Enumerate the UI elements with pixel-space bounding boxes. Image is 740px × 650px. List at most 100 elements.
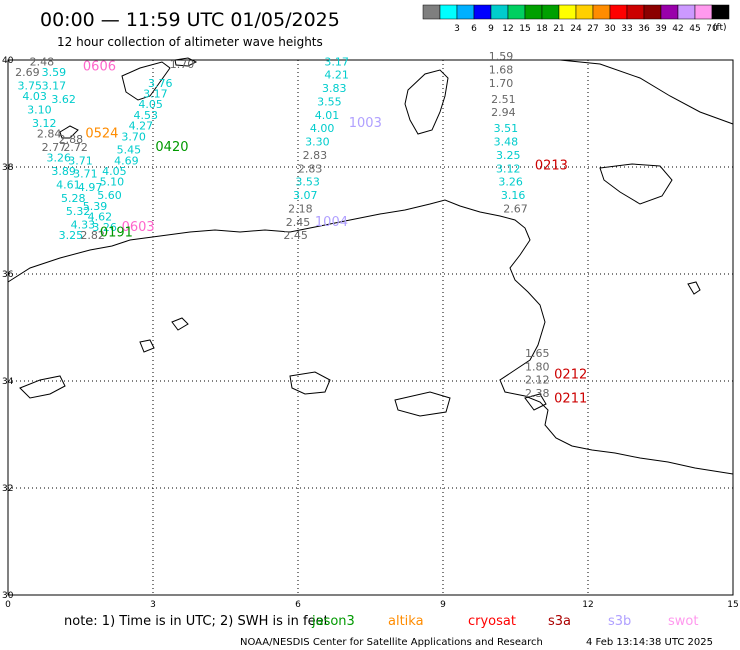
legend-tick-label: 27: [587, 24, 598, 34]
swh-value-label: 3.17: [42, 79, 67, 92]
swh-readings: 2.482.69 3.593.75 3.174.03 3.623.103.122.84…: [15, 50, 549, 400]
pass-id-label: 0212: [554, 367, 587, 382]
longitude-tick-label: 3: [150, 600, 156, 610]
legend-swatch: [490, 4, 509, 20]
swh-value-label: 2.38: [525, 387, 550, 400]
legend-tick-label: 3: [454, 24, 460, 34]
legend-swatch: [422, 4, 441, 20]
swh-value-label: 3.71: [73, 168, 98, 181]
longitude-tick-label: 6: [295, 600, 301, 610]
latitude-ticks: 40 38 36 34 32 30: [2, 56, 14, 601]
pass-id-label: 0606: [83, 60, 116, 75]
swh-value-label: 3.70: [121, 130, 146, 143]
swh-value-label: 1.70: [170, 58, 195, 71]
swh-value-label: 4.01: [315, 109, 340, 122]
coast-aegean-islands: [19, 375, 66, 399]
footer-credit: NOAA/NESDIS Center for Satellite Applica…: [240, 637, 543, 648]
swh-value-label: 2.72: [63, 141, 88, 154]
swh-value-label: 5.10: [100, 176, 125, 189]
swh-value-label: 2.82: [80, 229, 105, 242]
swh-value-label: 2.84: [37, 128, 62, 141]
legend-tick-label: 15: [519, 24, 530, 34]
legend-swatch: [609, 4, 628, 20]
swh-value-label: 4.00: [310, 122, 335, 135]
legend-swatch: [507, 4, 526, 20]
legend-tick-label: 70: [706, 24, 718, 34]
legend-tick-label: 42: [672, 24, 683, 34]
latitude-tick-label: 34: [2, 377, 14, 387]
legend-swatch: [473, 4, 492, 20]
swh-value-label: 3.30: [305, 136, 330, 149]
swh-value-label: 5.28: [61, 192, 86, 205]
swh-value-label: 4.05: [138, 98, 163, 111]
satellite-name: s3b: [608, 614, 631, 629]
satellite-name: jason3: [311, 614, 355, 629]
swh-color-legend: 3 6 9 12 15 18 21 24 27 30 33 36 39 42 45 70: [422, 4, 730, 34]
swh-value-label: 4.53: [134, 109, 159, 122]
latitude-tick-label: 38: [2, 163, 14, 173]
legend-swatch: [575, 4, 594, 20]
legend-swatch: [694, 4, 713, 20]
swh-value-label: 4.61: [56, 178, 81, 191]
legend-swatch: [711, 4, 730, 20]
pass-id-label: 0524: [85, 127, 118, 142]
swh-value-label: 5.60: [97, 189, 122, 202]
legend-tick-label: 39: [655, 24, 667, 34]
swh-value-label: 3.71: [68, 154, 93, 167]
pass-id-label: 0603: [122, 220, 155, 235]
legend-swatch: [558, 4, 577, 20]
swh-value-label: 1.70: [489, 77, 514, 90]
coast-malta: [687, 281, 701, 295]
swh-value-label: 4.69: [114, 154, 139, 167]
swh-value-label: 2.51: [491, 93, 516, 106]
swh-value-label: 4.97: [78, 181, 103, 194]
legend-tick-label: 33: [621, 24, 632, 34]
swh-value-label: 2.83: [303, 149, 328, 162]
swh-value-label: 4.62: [88, 211, 113, 224]
satellite-name: altika: [388, 614, 424, 629]
longitude-tick-label: 15: [727, 600, 738, 610]
swh-value-label: 4.03: [22, 90, 47, 103]
swh-value-label: 3.12: [32, 117, 57, 130]
legend-tick-label: 36: [638, 24, 650, 34]
swh-value-label: 5.45: [117, 144, 142, 157]
coast-sicily: [599, 163, 673, 205]
swh-value-label: 3.26: [498, 176, 523, 189]
swh-value-label: 3.89: [51, 165, 76, 178]
lat-lon-grid: [8, 60, 733, 595]
pass-id-label: 0211: [554, 391, 587, 406]
swh-value-label: 2.67: [503, 202, 528, 215]
swh-value-label: 3.83: [322, 82, 347, 95]
swh-value-label: 4.21: [324, 69, 349, 82]
legend-tick-label: 30: [604, 24, 616, 34]
swh-value-label: 3.07: [293, 189, 318, 202]
swh-value-label: 2.69: [15, 66, 40, 79]
swh-value-label: 3.26: [47, 152, 72, 165]
swh-value-label: 1.59: [489, 50, 514, 63]
swh-value-label: 1.68: [489, 63, 514, 76]
satellite-name: s3a: [548, 614, 571, 629]
swh-value-label: 3.48: [494, 136, 519, 149]
latitude-tick-label: 36: [2, 270, 14, 280]
coast-italy-peninsula: [559, 59, 734, 125]
swh-value-label: 3.75: [18, 79, 43, 92]
swh-value-label: 2.83: [298, 162, 323, 175]
swh-value-label: 5.32: [66, 205, 91, 218]
swh-value-label: 3.17: [324, 55, 349, 68]
coast-small-island-1: [171, 317, 189, 331]
longitude-tick-label: 0: [5, 600, 11, 610]
swh-value-label: 2.77: [42, 141, 67, 154]
coast-sardinia: [404, 69, 449, 135]
latitude-tick-label: 40: [2, 56, 14, 66]
legend-swatch: [524, 4, 543, 20]
legend-tick-label: 12: [502, 24, 513, 34]
legend-swatch: [439, 4, 458, 20]
map-frame: [7, 59, 734, 596]
coastlines: [7, 57, 734, 475]
swh-value-label: 3.26: [92, 221, 117, 234]
swh-value-label: 3.16: [501, 189, 526, 202]
swh-value-label: 2.45: [286, 216, 311, 229]
swh-value-label: 2.45: [283, 229, 308, 242]
swh-value-label: 3.59: [42, 66, 67, 79]
